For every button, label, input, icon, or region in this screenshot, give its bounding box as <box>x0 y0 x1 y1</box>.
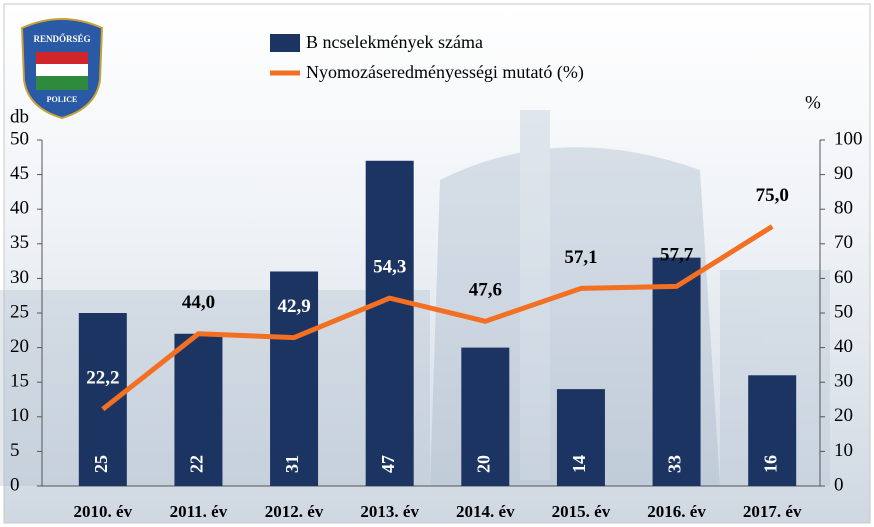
bar-value-label: 22 <box>187 455 207 473</box>
y-tick-label: 30 <box>10 267 29 288</box>
line-value-label: 42,9 <box>277 296 310 317</box>
logo: RENDŐRSÉG POLICE <box>22 19 102 118</box>
bar-value-label: 33 <box>665 455 685 473</box>
y2-tick-label: 40 <box>834 336 853 357</box>
y2-tick-label: 10 <box>834 440 853 461</box>
chart: RENDŐRSÉG POLICE B ncselekmények száma N… <box>0 0 874 527</box>
bar-value-label: 16 <box>760 455 780 473</box>
logo-text: RENDŐRSÉG <box>33 34 90 44</box>
y2-tick-label: 90 <box>834 163 853 184</box>
legend-label: B ncselekmények száma <box>306 32 483 52</box>
x-tick-label: 2016. év <box>647 502 706 521</box>
y2-tick-label: 30 <box>834 371 853 392</box>
y-tick-label: 50 <box>10 128 29 149</box>
bar <box>366 161 414 486</box>
bar-value-label: 20 <box>473 455 493 473</box>
y-tick-label: 25 <box>10 301 29 322</box>
y-tick-label: 0 <box>10 474 20 495</box>
y2-tick-label: 80 <box>834 198 853 219</box>
y-tick-label: 5 <box>10 440 20 461</box>
y-tick-label: 20 <box>10 336 29 357</box>
line-value-label: 44,0 <box>182 292 215 313</box>
y-axis-label: db <box>10 106 29 127</box>
line-value-label: 75,0 <box>756 185 789 206</box>
line-value-label: 57,7 <box>660 245 694 266</box>
logo-text: POLICE <box>47 95 78 104</box>
y2-tick-label: 50 <box>834 301 853 322</box>
y2-tick-label: 100 <box>834 128 863 149</box>
y-tick-label: 10 <box>10 405 29 426</box>
y-tick-label: 45 <box>10 163 29 184</box>
legend-swatch <box>270 34 300 52</box>
line-value-label: 22,2 <box>86 368 119 389</box>
line-value-label: 47,6 <box>469 280 502 301</box>
bar-value-label: 31 <box>282 455 302 473</box>
y-tick-label: 35 <box>10 232 29 253</box>
bar-value-label: 47 <box>378 455 398 473</box>
bar-value-label: 25 <box>91 455 111 473</box>
x-tick-label: 2015. év <box>552 502 611 521</box>
x-tick-label: 2011. év <box>170 502 228 521</box>
bar <box>653 258 701 486</box>
y-tick-label: 40 <box>10 198 29 219</box>
y2-tick-label: 60 <box>834 267 853 288</box>
y2-tick-label: 20 <box>834 405 853 426</box>
y-tick-label: 15 <box>10 371 29 392</box>
y2-tick-label: 70 <box>834 232 853 253</box>
line-value-label: 54,3 <box>373 256 406 277</box>
x-tick-label: 2017. év <box>743 502 802 521</box>
y2-tick-label: 0 <box>834 474 844 495</box>
x-tick-label: 2013. év <box>360 502 419 521</box>
x-tick-label: 2010. év <box>74 502 133 521</box>
y2-axis-label: % <box>805 92 821 113</box>
line-value-label: 57,1 <box>564 247 597 268</box>
bar-value-label: 14 <box>569 455 589 473</box>
legend-label: Nyomozáseredményességi mutató (%) <box>306 62 584 83</box>
x-tick-label: 2012. év <box>265 502 324 521</box>
x-tick-label: 2014. év <box>456 502 515 521</box>
